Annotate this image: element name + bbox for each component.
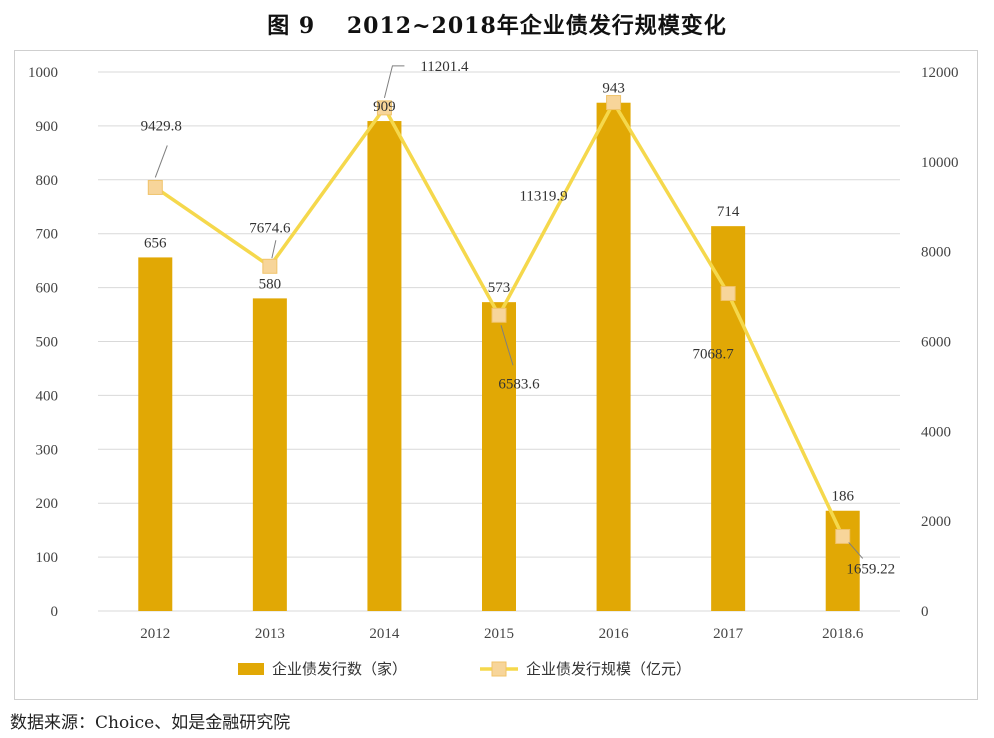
y-left-tick-label: 500 (36, 335, 59, 351)
line-marker (376, 100, 392, 116)
x-tick-label: 2017 (713, 626, 744, 642)
x-tick-label: 2013 (255, 626, 285, 642)
bar-data-label: 573 (488, 280, 511, 296)
y-left-tick-label: 700 (36, 227, 59, 243)
leader-line (500, 325, 514, 366)
bar (367, 121, 402, 611)
y-left-tick-label: 400 (36, 388, 59, 404)
chart-title: 图 9 2012~2018年企业债发行规模变化 (267, 13, 727, 39)
line-marker (262, 258, 278, 274)
bar-data-label: 656 (144, 235, 167, 251)
leader-lines (154, 65, 864, 559)
y-right-tick-label: 4000 (921, 424, 951, 440)
bar (138, 257, 173, 611)
axes-labels: 0100200300400500600700800900100002000400… (28, 65, 959, 642)
y-right-tick-label: 12000 (921, 65, 959, 81)
y-right-tick-label: 0 (921, 604, 929, 620)
legend-bar-label: 企业债发行数（家） (272, 660, 407, 678)
bar-data-label: 580 (259, 276, 282, 292)
bar (825, 510, 860, 611)
x-tick-label: 2018.6 (822, 626, 864, 642)
y-left-tick-label: 200 (36, 496, 59, 512)
bar-data-label: 186 (831, 489, 854, 505)
line-data-label: 7674.6 (249, 220, 291, 236)
bar-data-label: 714 (717, 204, 740, 220)
bar-data-label: 943 (602, 81, 625, 97)
x-tick-label: 2012 (140, 626, 170, 642)
x-tick-label: 2016 (599, 626, 630, 642)
line-marker (491, 307, 507, 323)
y-left-tick-label: 600 (36, 281, 59, 297)
y-right-tick-label: 6000 (921, 335, 951, 351)
legend-line-label: 企业债发行规模（亿元） (526, 660, 691, 678)
bar (482, 302, 516, 611)
y-right-tick-label: 10000 (921, 155, 959, 171)
y-left-tick-label: 1000 (28, 65, 58, 81)
line-marker (835, 528, 851, 544)
source-note: 数据来源：Choice、如是金融研究院 (10, 713, 291, 733)
line-data-label: 9429.8 (141, 118, 182, 134)
legend-line-marker (491, 661, 507, 677)
leader-line (383, 65, 405, 98)
line-data-label: 11201.4 (420, 59, 469, 75)
y-left-tick-label: 900 (36, 119, 59, 135)
bars-group (138, 102, 860, 612)
data-labels: 656 580 909 573 943 714 186 9429.8 7674.6 11201.4… (141, 59, 895, 578)
leader-line (848, 542, 864, 559)
bar (711, 226, 746, 612)
line-group (147, 95, 851, 544)
leader-line (271, 240, 277, 259)
x-tick-label: 2014 (369, 626, 400, 642)
line-data-label: 7068.7 (693, 346, 735, 362)
legend-bar-swatch (238, 663, 264, 675)
line-data-label: 6583.6 (498, 376, 540, 392)
y-left-tick-label: 300 (36, 442, 59, 458)
line-data-label: 11319.9 (519, 189, 567, 205)
y-right-tick-label: 8000 (921, 245, 951, 261)
line-marker (147, 179, 163, 195)
x-tick-label: 2015 (484, 626, 514, 642)
leader-line (154, 145, 168, 178)
line-marker (606, 95, 622, 111)
legend: 企业债发行数（家） 企业债发行规模（亿元） (238, 660, 691, 678)
y-left-tick-label: 0 (51, 604, 59, 620)
bar-data-label: 909 (373, 99, 396, 115)
bar (596, 102, 631, 612)
y-right-tick-label: 2000 (921, 514, 951, 530)
bar (252, 298, 287, 611)
line-marker (720, 285, 736, 301)
line-data-label: 1659.22 (846, 561, 895, 577)
y-left-tick-label: 100 (36, 550, 59, 566)
y-left-tick-label: 800 (36, 173, 59, 189)
